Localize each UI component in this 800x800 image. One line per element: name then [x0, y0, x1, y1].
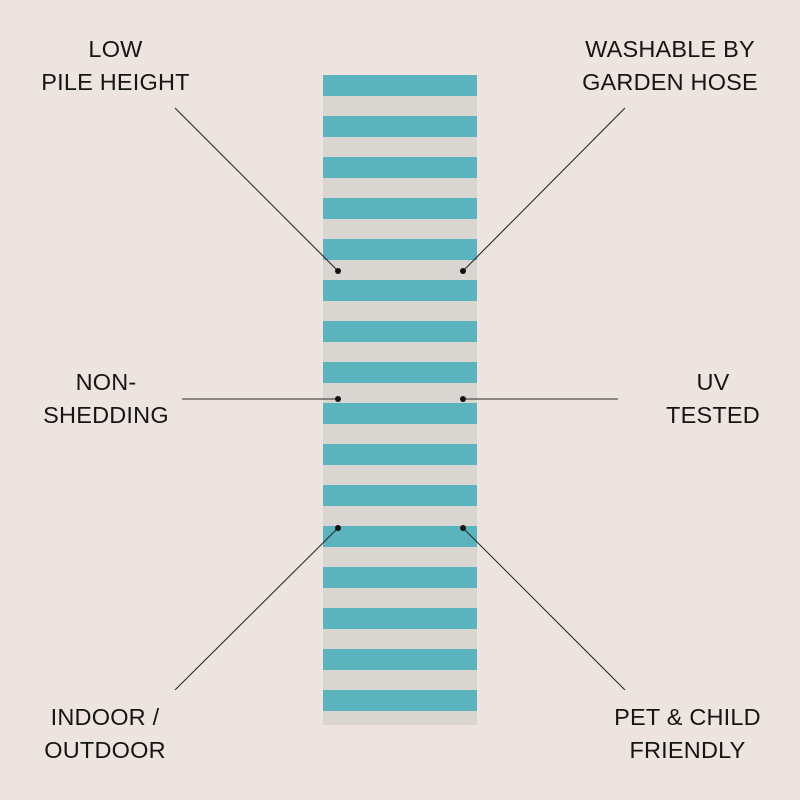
feature-label-uv: UV TESTED — [661, 366, 765, 432]
feature-label-line: TESTED — [666, 402, 760, 428]
callout-dot — [460, 268, 466, 274]
callout-dot — [335, 396, 341, 402]
rug-teal-stripe — [323, 157, 477, 178]
callout-dot — [335, 525, 341, 531]
feature-label-line: INDOOR / — [50, 704, 160, 730]
rug-teal-stripe — [323, 567, 477, 588]
feature-label-line: OUTDOOR — [44, 737, 166, 763]
rug-teal-stripe — [323, 116, 477, 137]
rug-teal-stripe — [323, 403, 477, 424]
rug-teal-stripe — [323, 649, 477, 670]
rug-teal-stripe — [323, 444, 477, 465]
rug-teal-stripe — [323, 321, 477, 342]
callout-dot — [460, 396, 466, 402]
leader-line-indoor-outdoor — [174, 527, 339, 691]
rug-teal-stripe — [323, 690, 477, 711]
feature-label-pet-child: PET & CHILD FRIENDLY — [610, 701, 765, 767]
leader-line-washable — [462, 107, 626, 272]
feature-label-line: PILE HEIGHT — [41, 69, 190, 95]
rug-teal-stripe — [323, 239, 477, 260]
feature-label-line: PET & CHILD — [614, 704, 761, 730]
rug-teal-stripe — [323, 75, 477, 96]
feature-label-non-shedding: NON- SHEDDING — [38, 366, 174, 432]
rug-teal-stripe — [323, 485, 477, 506]
leader-line-pet-child — [462, 527, 626, 691]
feature-label-line: NON- — [75, 369, 137, 395]
rug-teal-stripe — [323, 362, 477, 383]
feature-label-indoor-outdoor: INDOOR / OUTDOOR — [38, 701, 172, 767]
callout-dot — [335, 268, 341, 274]
feature-label-washable: WASHABLE BY GARDEN HOSE — [575, 33, 765, 99]
rug-teal-stripe — [323, 280, 477, 301]
feature-label-line: FRIENDLY — [629, 737, 746, 763]
feature-label-line: UV — [696, 369, 730, 395]
rug-teal-stripe — [323, 526, 477, 547]
feature-label-line: WASHABLE BY — [585, 36, 755, 62]
leader-line-low-pile — [174, 107, 339, 272]
callout-dot — [460, 525, 466, 531]
rug-teal-stripe — [323, 608, 477, 629]
feature-label-line: SHEDDING — [43, 402, 169, 428]
feature-label-line: LOW — [88, 36, 143, 62]
feature-label-line: GARDEN HOSE — [582, 69, 758, 95]
striped-runner-rug — [323, 75, 477, 725]
feature-label-low-pile: LOW PILE HEIGHT — [38, 33, 193, 99]
rug-teal-stripe — [323, 198, 477, 219]
